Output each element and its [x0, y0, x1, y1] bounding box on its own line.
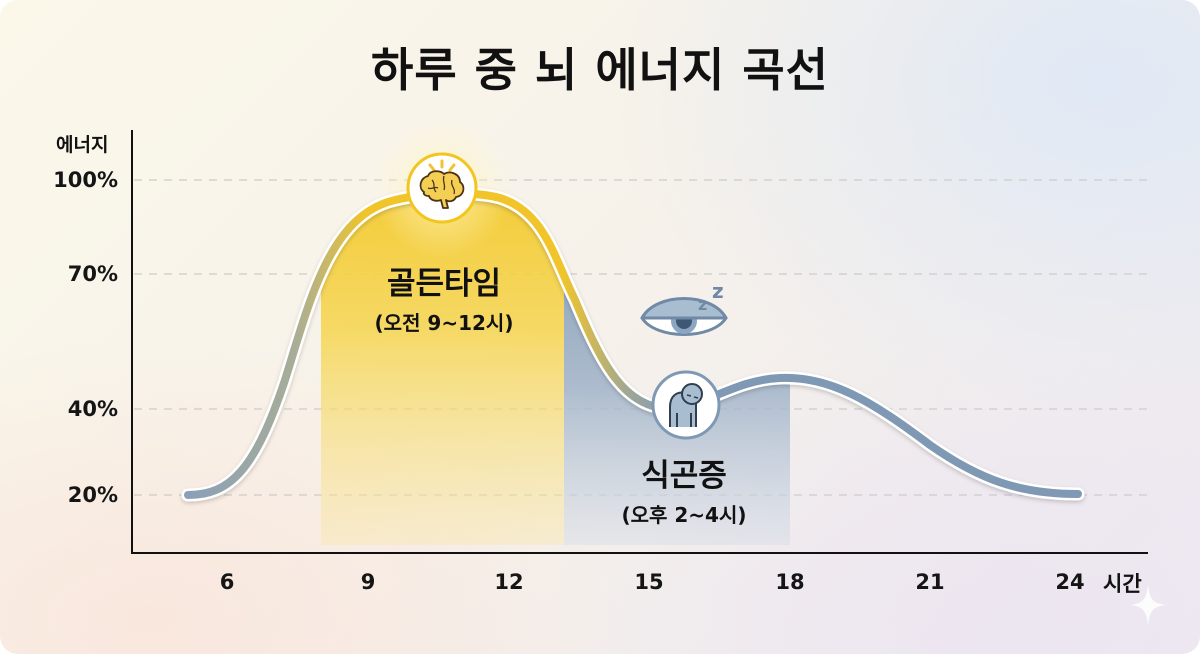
- y-tick-20: 20%: [67, 483, 118, 507]
- sparkle-icon: [1130, 585, 1166, 625]
- grid-lines: [134, 179, 1148, 496]
- golden-time-title: 골든타임: [386, 266, 502, 302]
- x-tick-12: 12: [494, 570, 524, 594]
- drowsy-person-icon: [651, 370, 721, 440]
- slump-title: 식곤증: [641, 458, 727, 494]
- x-tick-6: 6: [219, 570, 235, 594]
- svg-text:z: z: [712, 279, 724, 303]
- y-tick-100: 100%: [53, 168, 118, 192]
- slump-range: (오후 2~4시): [621, 503, 747, 527]
- slump-label: 식곤증 (오후 2~4시): [621, 450, 746, 528]
- chart-title: 하루 중 뇌 에너지 곡선: [371, 43, 829, 97]
- x-tick-21: 21: [915, 570, 945, 594]
- x-tick-9: 9: [360, 570, 376, 594]
- x-tick-18: 18: [775, 570, 805, 594]
- energy-curve: [184, 189, 1082, 499]
- x-tick-24: 24: [1055, 570, 1085, 594]
- y-tick-70: 70%: [67, 262, 118, 286]
- y-axis-title: 에너지: [56, 134, 109, 156]
- golden-time-range: (오전 9~12시): [374, 311, 514, 335]
- x-axis-unit: 시간: [1103, 572, 1142, 596]
- x-tick-15: 15: [634, 570, 664, 594]
- y-tick-40: 40%: [67, 397, 118, 421]
- svg-text:z: z: [698, 295, 707, 314]
- golden-time-label: 골든타임 (오전 9~12시): [375, 258, 514, 336]
- brain-icon: [406, 152, 478, 224]
- sleepy-eye-icon: z z: [640, 279, 728, 336]
